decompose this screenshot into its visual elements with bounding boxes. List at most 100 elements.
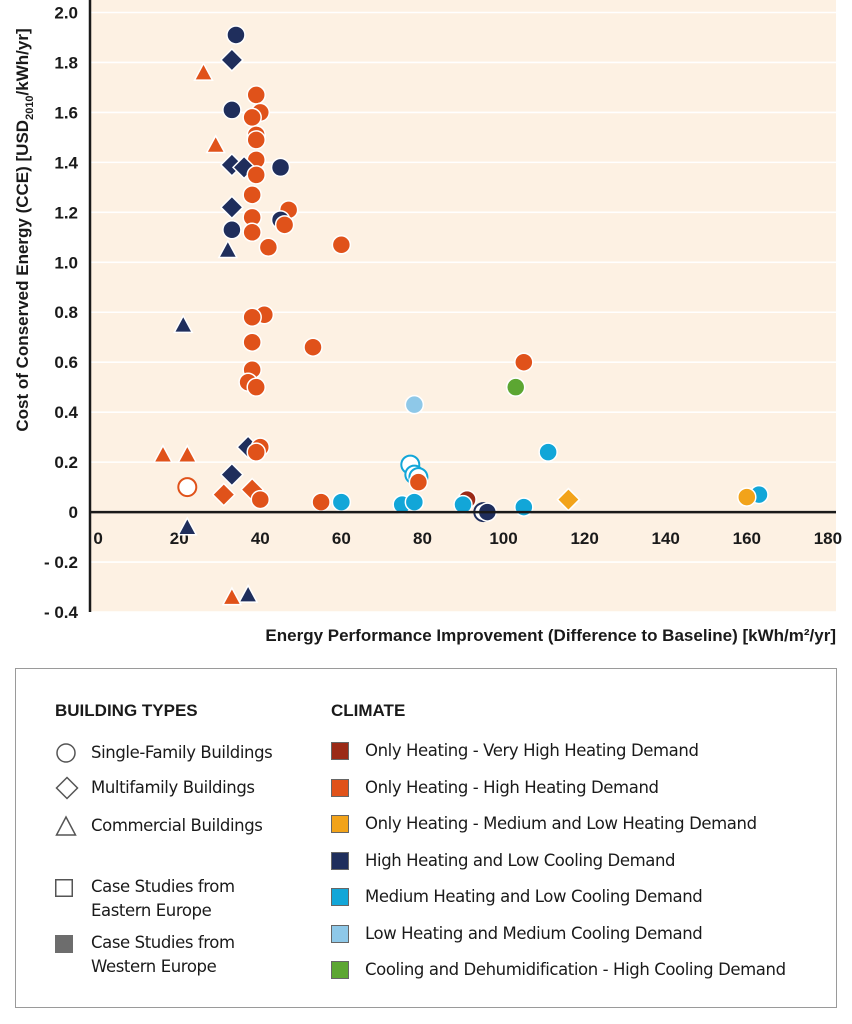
x-tick-labels: 0 20 40 60 80 100 120 140 160 180 xyxy=(93,529,842,548)
data-point-circle xyxy=(250,489,271,510)
circle-outline-icon xyxy=(56,743,76,763)
x-axis-label: Energy Performance Improvement (Differen… xyxy=(265,626,836,645)
data-point-circle xyxy=(514,497,534,517)
legend-item-eastern-europe: Case Studies from Eastern Europe xyxy=(55,875,235,923)
square-outline-icon xyxy=(55,879,73,897)
y-tick-label: - 0.2 xyxy=(44,553,78,572)
x-tick-label: 180 xyxy=(814,529,842,548)
scatter-chart: - 0.4 - 0.2 0 0.2 0.4 0.6 0.8 1.0 1.2 1.4 1.6 1.8 2.… xyxy=(13,0,842,645)
legend-label: Case Studies from Eastern Europe xyxy=(91,877,235,920)
data-point-diamond xyxy=(556,487,581,512)
data-point-triangle xyxy=(177,516,198,536)
data-point-circle xyxy=(177,477,198,498)
y-tick-label: 0.6 xyxy=(54,353,78,372)
data-point-triangle xyxy=(152,444,174,464)
data-point-circle xyxy=(242,222,262,243)
color-swatch-icon xyxy=(331,815,349,833)
color-swatch-icon xyxy=(331,778,349,797)
y-tick-label: - 0.4 xyxy=(44,603,79,622)
y-axis-label: Cost of Conserved Energy (CCE) [USD2010/… xyxy=(13,28,36,431)
color-swatch-icon xyxy=(331,888,349,906)
legend-item-climate: Cooling and Dehumidification - High Cool… xyxy=(331,958,786,982)
data-point-circle xyxy=(404,492,425,512)
legend-label: Cooling and Dehumidification - High Cool… xyxy=(365,960,786,979)
legend-climate-title: CLIMATE xyxy=(331,701,406,720)
data-point-circle xyxy=(274,215,295,235)
data-point-triangle xyxy=(217,239,239,259)
legend-item-climate: Only Heating - Medium and Low Heating De… xyxy=(331,812,757,836)
y-tick-label: 0.4 xyxy=(54,403,78,422)
x-tick-label: 60 xyxy=(332,529,351,548)
legend-item-western-europe: Case Studies from Western Europe xyxy=(55,931,235,979)
color-swatch-icon xyxy=(331,961,349,979)
data-point-circle xyxy=(246,442,266,462)
legend-item-climate: Only Heating - Very High Heating Demand xyxy=(331,739,699,763)
data-point-diamond xyxy=(219,195,244,220)
square-filled-icon xyxy=(55,935,73,953)
legend-building-types-title: BUILDING TYPES xyxy=(55,701,198,720)
data-point-circle xyxy=(311,492,331,512)
legend-label: Single-Family Buildings xyxy=(91,743,273,762)
data-point-circle xyxy=(404,394,425,415)
data-point-circle xyxy=(222,220,242,240)
triangle-outline-icon xyxy=(55,815,77,836)
x-tick-label: 40 xyxy=(251,529,270,548)
data-point-triangle xyxy=(172,314,194,334)
data-points xyxy=(152,25,769,606)
y-tick-label: 1.8 xyxy=(54,53,78,72)
x-tick-label: 160 xyxy=(733,529,761,548)
data-point-circle xyxy=(246,85,266,105)
data-point-triangle xyxy=(193,61,214,81)
data-point-diamond xyxy=(211,482,236,507)
y-tick-label: 0.2 xyxy=(54,453,78,472)
x-tick-label: 0 xyxy=(93,529,102,548)
legend-item-multifamily: Multifamily Buildings xyxy=(55,776,255,800)
data-point-circle xyxy=(222,100,242,120)
y-tick-label: 1.2 xyxy=(54,203,78,222)
color-swatch-icon xyxy=(331,742,349,760)
legend-label: Low Heating and Medium Cooling Demand xyxy=(365,923,703,943)
data-point-circle xyxy=(242,332,262,352)
axes xyxy=(88,0,836,612)
x-tick-label: 100 xyxy=(489,529,517,548)
data-point-circle xyxy=(331,492,352,512)
color-swatch-icon xyxy=(331,924,349,943)
y-tick-label: 0 xyxy=(69,503,78,522)
legend-label: Commercial Buildings xyxy=(91,816,263,835)
data-point-circle xyxy=(453,494,473,515)
y-tick-label: 2.0 xyxy=(54,3,78,22)
data-point-triangle xyxy=(221,586,243,606)
legend-item-climate: Only Heating - High Heating Demand xyxy=(331,776,659,800)
x-tick-label: 140 xyxy=(652,529,680,548)
x-tick-label: 120 xyxy=(570,529,598,548)
legend-item-climate: Low Heating and Medium Cooling Demand xyxy=(331,922,703,946)
data-point-circle xyxy=(538,442,558,462)
data-point-triangle xyxy=(177,444,198,464)
data-point-diamond xyxy=(219,462,244,487)
legend-label: Only Heating - Very High Heating Demand xyxy=(365,741,699,760)
data-point-circle xyxy=(514,352,534,372)
legend: BUILDING TYPES CLIMATE Single-Family Bui… xyxy=(15,668,837,1008)
legend-label: Case Studies from Western Europe xyxy=(91,933,235,976)
x-tick-label: 80 xyxy=(413,529,432,548)
data-point-circle xyxy=(246,130,266,150)
legend-item-climate: High Heating and Low Cooling Demand xyxy=(331,849,676,873)
plot-background xyxy=(90,0,836,612)
legend-label: Only Heating - Medium and Low Heating De… xyxy=(365,814,757,833)
legend-label: High Heating and Low Cooling Demand xyxy=(365,850,676,870)
data-point-circle xyxy=(242,185,262,205)
gridlines xyxy=(90,11,836,613)
data-point-circle xyxy=(331,235,352,255)
y-tick-label: 1.6 xyxy=(54,103,78,122)
data-point-circle xyxy=(246,377,266,397)
diamond-outline-icon xyxy=(55,776,79,800)
legend-item-single-family: Single-Family Buildings xyxy=(55,741,273,765)
data-point-circle xyxy=(258,237,279,258)
y-tick-labels: - 0.4 - 0.2 0 0.2 0.4 0.6 0.8 1.0 1.2 1.4 1.6 1.8 2.… xyxy=(44,3,79,622)
y-tick-label: 1.0 xyxy=(54,253,78,272)
data-point-circle xyxy=(303,337,323,357)
legend-label: Multifamily Buildings xyxy=(91,778,255,797)
legend-item-commercial: Commercial Buildings xyxy=(55,814,263,838)
data-point-circle xyxy=(242,307,262,327)
data-point-circle xyxy=(737,487,757,507)
